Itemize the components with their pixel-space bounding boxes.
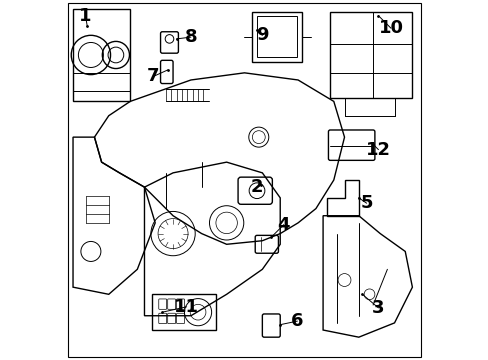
Text: 8: 8	[184, 28, 197, 46]
Text: 10: 10	[378, 19, 403, 37]
Text: 11: 11	[174, 298, 199, 316]
Text: 2: 2	[250, 178, 263, 196]
Text: 7: 7	[147, 67, 159, 85]
Text: 5: 5	[360, 194, 372, 212]
Text: 6: 6	[290, 312, 303, 330]
Text: 12: 12	[365, 141, 390, 159]
Text: 9: 9	[256, 26, 268, 44]
Text: 3: 3	[371, 299, 384, 317]
Text: 1: 1	[79, 8, 92, 26]
Text: 4: 4	[277, 216, 289, 234]
